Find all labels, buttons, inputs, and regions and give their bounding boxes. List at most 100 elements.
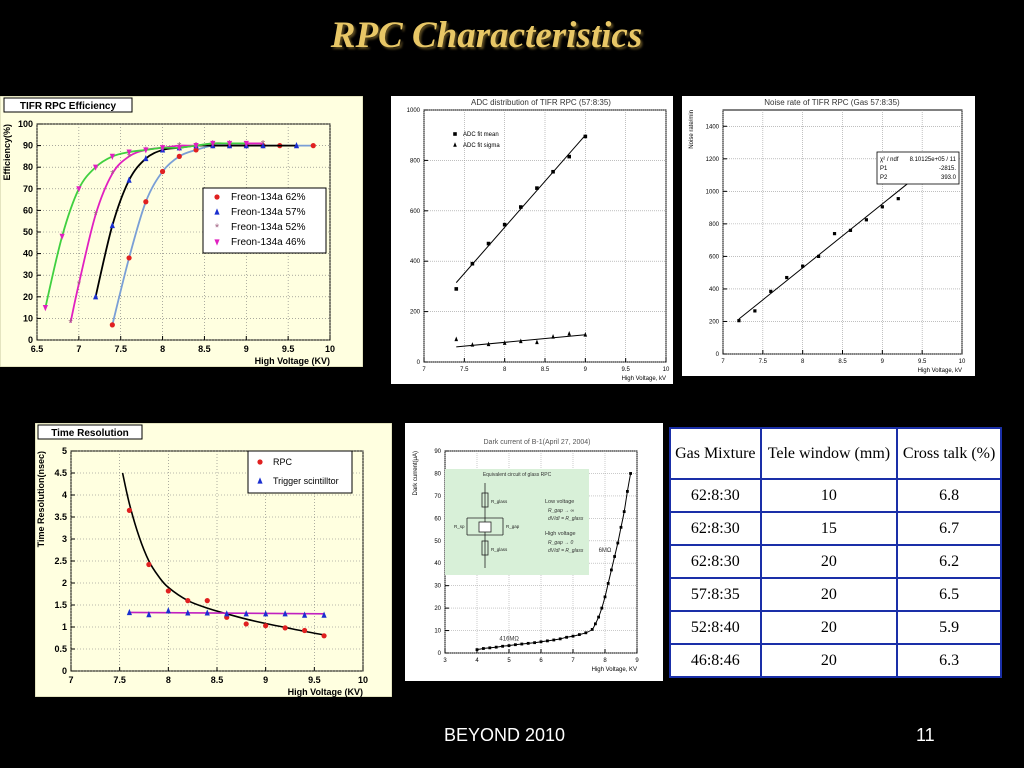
- table-cell: 20: [759, 544, 899, 579]
- data-point: [539, 640, 543, 644]
- data-point: [520, 642, 524, 646]
- table-cell: 52:8:40: [669, 610, 762, 645]
- data-point: [263, 610, 269, 617]
- table-cell: 6.3: [896, 643, 1002, 678]
- y-tick-label: 1000: [706, 189, 720, 195]
- inset-label: R_gap: [506, 524, 520, 529]
- x-axis-label: High Voltage, kV: [918, 368, 962, 374]
- y-tick-label: 4.5: [54, 468, 67, 478]
- data-point: [165, 607, 171, 614]
- table-cell: 15: [759, 511, 899, 546]
- inset-label: R_sp: [454, 524, 465, 529]
- inset-label: R_gap → 0: [548, 540, 574, 546]
- x-tick-label: 7: [571, 658, 575, 664]
- y-tick-label: 1: [62, 622, 67, 632]
- legend-label: Freon-134a 57%: [231, 207, 306, 218]
- table-cell: 62:8:30: [669, 478, 762, 513]
- data-point: [263, 623, 269, 629]
- x-axis-label: High Voltage, KV: [592, 667, 637, 673]
- y-tick-label: 50: [434, 539, 441, 545]
- data-point: [143, 154, 149, 162]
- inset-title: Equivalent circuit of glass RPC: [483, 472, 552, 478]
- table-header: Cross talk (%): [896, 427, 1002, 480]
- data-point: [486, 241, 491, 246]
- data-point: [143, 199, 149, 205]
- inset-label: dV/dI = R_glass: [548, 548, 584, 554]
- stats-label: χ² / ndf: [880, 157, 899, 163]
- data-point: [629, 472, 632, 475]
- data-point: [832, 232, 837, 236]
- data-point: [226, 140, 233, 148]
- data-point: [302, 611, 308, 618]
- x-tick-label: 10: [358, 675, 368, 685]
- data-point: [470, 261, 475, 266]
- y-tick-label: 90: [23, 141, 33, 151]
- table-cell: 62:8:30: [669, 544, 762, 579]
- data-point: [282, 610, 288, 617]
- table-cell: 5.9: [896, 610, 1002, 645]
- data-point: [76, 186, 82, 193]
- data-point: [185, 598, 191, 604]
- data-point: [293, 142, 300, 149]
- data-point: [257, 477, 263, 484]
- time-resolution-chart: Time Resolution 7 7.5 8 8.5 9 9.5 10 0 0.5 1 1.5 2 2.…: [35, 423, 392, 697]
- y-tick-label: 60: [23, 205, 33, 215]
- table-header: Tele window (mm): [759, 427, 899, 480]
- x-tick-label: 9.5: [282, 344, 295, 354]
- y-tick-label: 80: [23, 162, 33, 172]
- x-tick-label: 6.5: [31, 344, 44, 354]
- data-point: [486, 341, 491, 347]
- y-tick-label: 0: [716, 352, 720, 358]
- data-point: [224, 610, 230, 617]
- dark-current-chart: Dark current of B-1(April 27, 2004) 3 4 5 6 7…: [405, 423, 663, 681]
- y-tick-label: 200: [709, 319, 720, 325]
- legend-label: Freon-134a 52%: [231, 222, 306, 233]
- data-point: [578, 633, 581, 636]
- table-cell: 57:8:35: [669, 577, 762, 612]
- inset-label: R_gap → ∞: [548, 508, 575, 514]
- y-tick-label: 4: [62, 490, 67, 500]
- data-point: [594, 622, 597, 626]
- data-point: [243, 621, 249, 627]
- data-point: [204, 609, 210, 616]
- y-tick-label: 600: [709, 254, 720, 260]
- data-point: [93, 293, 99, 300]
- chart-title: TIFR RPC Efficiency: [20, 101, 117, 112]
- x-tick-label: 8: [503, 367, 507, 373]
- legend-label: Freon-134a 46%: [231, 237, 306, 248]
- data-point: [243, 140, 249, 148]
- data-point: [488, 646, 492, 650]
- y-axis-label: Time Resolution(nsec): [36, 451, 46, 547]
- y-tick-label: 2: [62, 578, 67, 588]
- chart-title: ADC distribution of TIFR RPC (57:8:35): [471, 98, 611, 107]
- stats-label: P1: [880, 166, 888, 172]
- y-tick-label: 5: [62, 446, 67, 456]
- data-point: [93, 164, 99, 171]
- data-point: [302, 627, 308, 634]
- y-tick-label: 3: [62, 534, 67, 544]
- inset-label: Low voltage: [545, 499, 574, 505]
- data-point: [533, 641, 536, 645]
- data-point: [146, 561, 152, 568]
- data-point: [737, 319, 741, 323]
- data-point: [109, 221, 115, 229]
- data-point: *: [127, 151, 132, 163]
- x-tick-label: 7.5: [460, 367, 469, 373]
- data-point: [565, 635, 568, 639]
- data-point: [558, 637, 562, 641]
- table-cell: 10: [759, 478, 899, 513]
- x-tick-label: 9.5: [621, 367, 630, 373]
- data-point: [59, 233, 65, 240]
- data-point: [600, 606, 604, 610]
- legend-label: Trigger scintilltor: [273, 476, 339, 486]
- y-tick-label: 1400: [706, 124, 720, 130]
- data-point: [535, 339, 539, 345]
- data-point: [801, 264, 805, 268]
- resistor-glass-bottom: [481, 540, 489, 556]
- x-tick-label: 10: [959, 359, 966, 365]
- legend-box: [202, 187, 327, 254]
- data-point: *: [77, 279, 82, 291]
- y-tick-label: 600: [410, 209, 421, 215]
- x-tick-label: 8: [166, 675, 171, 685]
- data-point: *: [93, 210, 98, 222]
